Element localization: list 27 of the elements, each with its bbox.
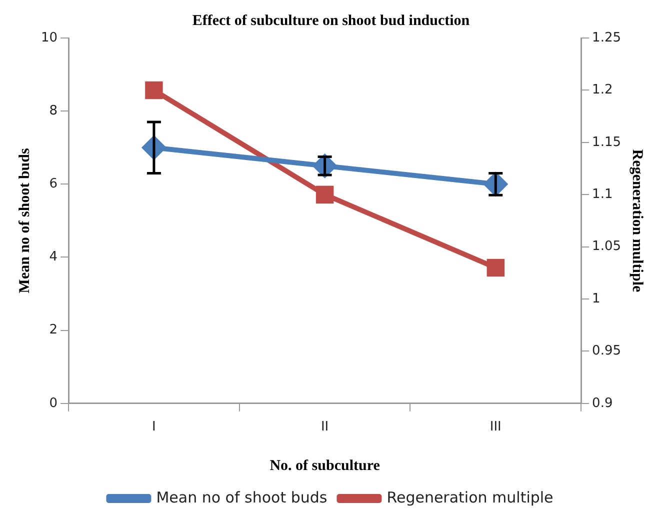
y2-tick-label: 1.1 [592, 186, 613, 202]
y2-tick-label: 1 [592, 291, 600, 306]
point [313, 154, 336, 178]
x-axis-title: No. of subculture [270, 458, 380, 474]
legend-label: Regeneration multiple [386, 488, 554, 506]
y-tick-label: 4 [49, 250, 58, 265]
point [486, 258, 504, 277]
chart-title: Effect of subculture on shoot bud induction [192, 12, 470, 29]
y-tick-label: 6 [49, 176, 58, 192]
y2-tick-label: 1.15 [592, 134, 622, 150]
y-tick-label: 2 [49, 322, 58, 338]
y2-tick-label: 1.05 [592, 239, 622, 254]
y2-tick-label: 1.25 [592, 30, 622, 46]
legend-label: Mean no of shoot buds [156, 488, 328, 506]
x-tick-label: III [490, 420, 502, 435]
y2-tick-label: 0.95 [592, 344, 622, 359]
x-tick-label: I [152, 420, 156, 435]
y-axis-title: Mean no of shoot buds [16, 148, 33, 294]
y2-axis-title: Regeneration multiple [629, 149, 646, 292]
y-tick-label: 0 [49, 396, 58, 411]
point [316, 186, 334, 204]
y2-tick-label: 1.2 [592, 82, 613, 98]
y-tick-label: 8 [49, 103, 58, 118]
y-tick-label: 10 [40, 30, 58, 46]
y2-tick-label: 0.9 [592, 396, 613, 411]
point [145, 81, 163, 100]
x-tick-label: II [320, 420, 329, 435]
